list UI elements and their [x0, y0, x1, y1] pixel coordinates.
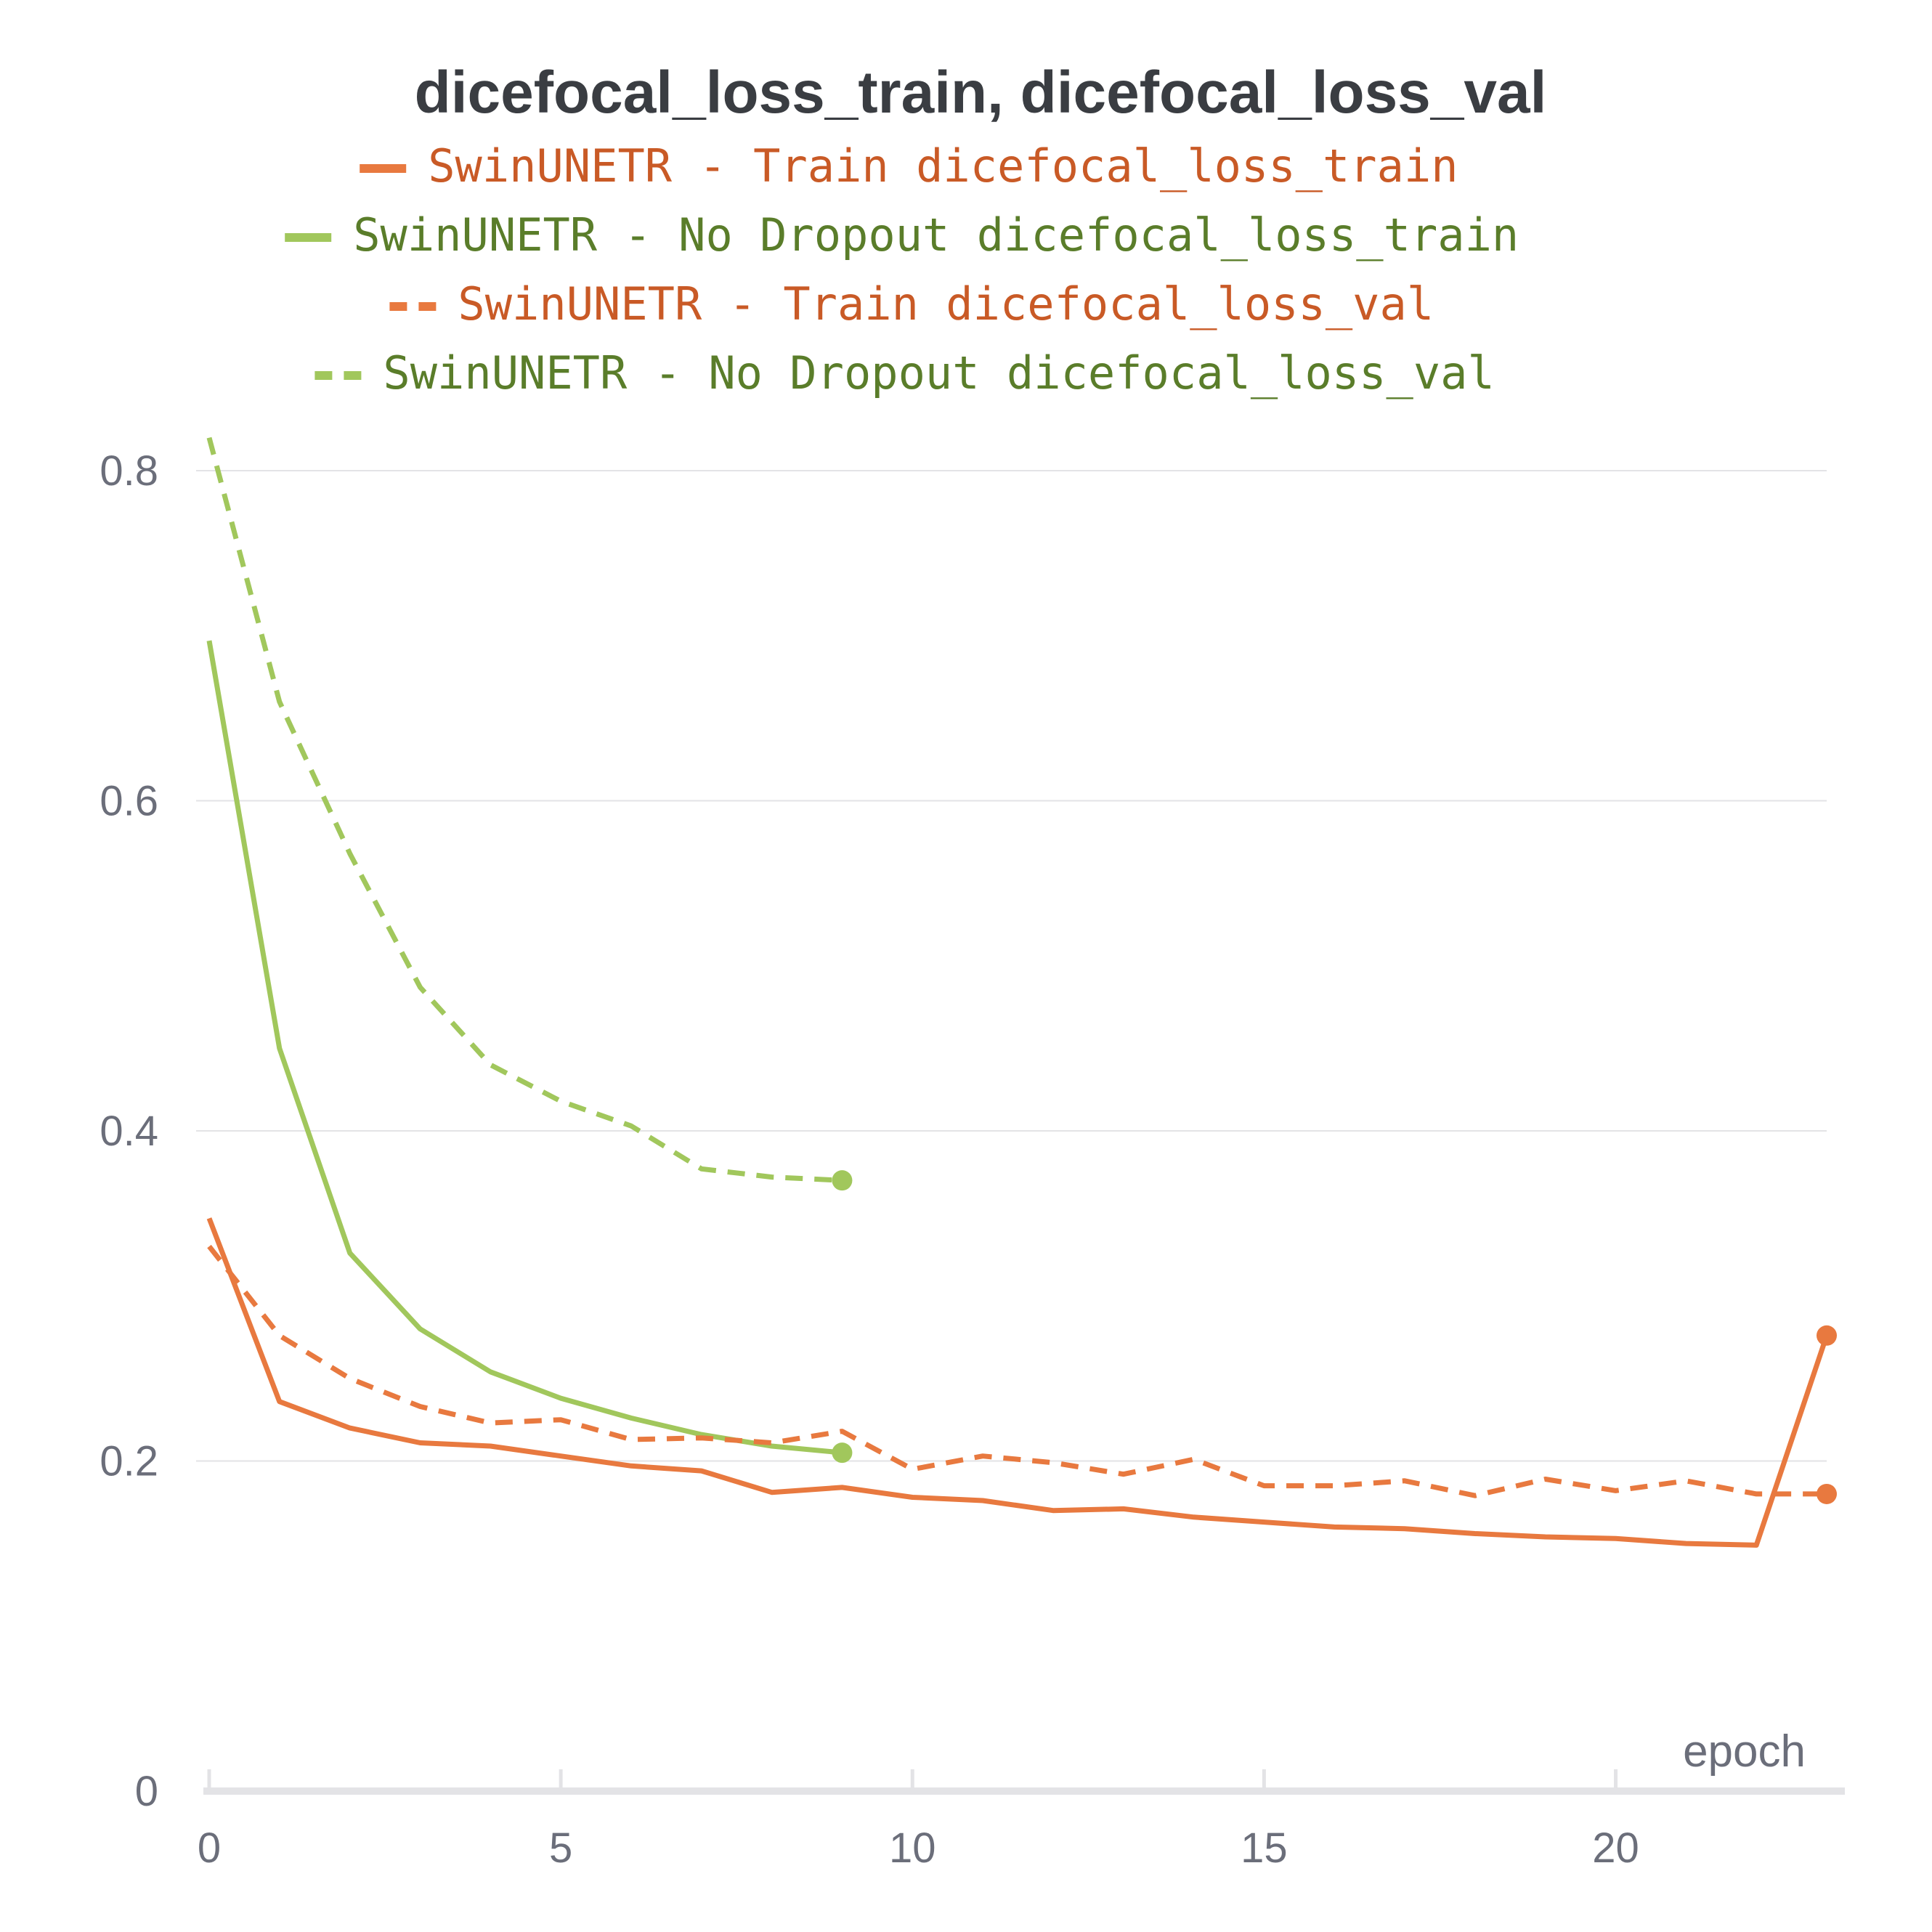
legend-item-swinunetr-no-dropout-dicefocal-loss-val: SwinUNETR - No Dropout dicefocal_loss_va… [314, 346, 1495, 399]
y-axis: 0 0.2 0.4 0.6 0.8 [100, 447, 158, 1815]
legend-label: SwinUNETR - Train dicefocal_loss_train [428, 139, 1458, 192]
series-end-point [1817, 1325, 1837, 1346]
y-tick-label: 0.2 [100, 1438, 158, 1485]
series-line [206, 1217, 1830, 1548]
x-tick-label: 20 [1592, 1825, 1639, 1872]
legend: SwinUNETR - Train dicefocal_loss_train Sw… [285, 139, 1519, 399]
series-swinunetr-train-dicefocal-loss-train [206, 1217, 1837, 1548]
x-tick-label: 10 [889, 1825, 936, 1872]
chart-title: dicefocal_loss_train, dicefocal_loss_val [415, 60, 1547, 126]
legend-label: SwinUNETR - No Dropout dicefocal_loss_va… [383, 346, 1494, 399]
series-line [206, 437, 843, 1183]
x-axis-title: epoch [1683, 1726, 1806, 1777]
x-tick-label: 5 [549, 1825, 572, 1872]
series-end-point [1817, 1483, 1837, 1504]
y-tick-label: 0.6 [100, 778, 158, 825]
x-axis: 0 5 10 15 20 [198, 1769, 1845, 1872]
legend-item-swinunetr-no-dropout-dicefocal-loss-train: SwinUNETR - No Dropout dicefocal_loss_tr… [285, 208, 1519, 261]
series-line [207, 1244, 1827, 1498]
series-swinunetr-train-dicefocal-loss-val [207, 1244, 1837, 1504]
legend-item-swinunetr-train-dicefocal-loss-train: SwinUNETR - Train dicefocal_loss_train [360, 139, 1458, 192]
series-layer [206, 437, 1837, 1548]
x-tick-label: 15 [1241, 1825, 1288, 1872]
series-end-point [832, 1442, 853, 1464]
series-swinunetr-no-dropout-dicefocal-loss-train [206, 640, 853, 1464]
series-end-point [832, 1170, 853, 1191]
legend-item-swinunetr-train-dicefocal-loss-val: SwinUNETR - Train dicefocal_loss_val [389, 277, 1434, 330]
y-tick-label: 0.8 [100, 447, 158, 495]
y-tick-label: 0 [135, 1768, 158, 1815]
grid-lines [196, 470, 1827, 1462]
x-tick-label: 0 [198, 1825, 221, 1872]
series-swinunetr-no-dropout-dicefocal-loss-val [206, 437, 853, 1191]
series-line [206, 640, 843, 1456]
y-tick-label: 0.4 [100, 1108, 158, 1155]
legend-label: SwinUNETR - No Dropout dicefocal_loss_tr… [353, 208, 1519, 261]
legend-label: SwinUNETR - Train dicefocal_loss_val [458, 277, 1434, 330]
